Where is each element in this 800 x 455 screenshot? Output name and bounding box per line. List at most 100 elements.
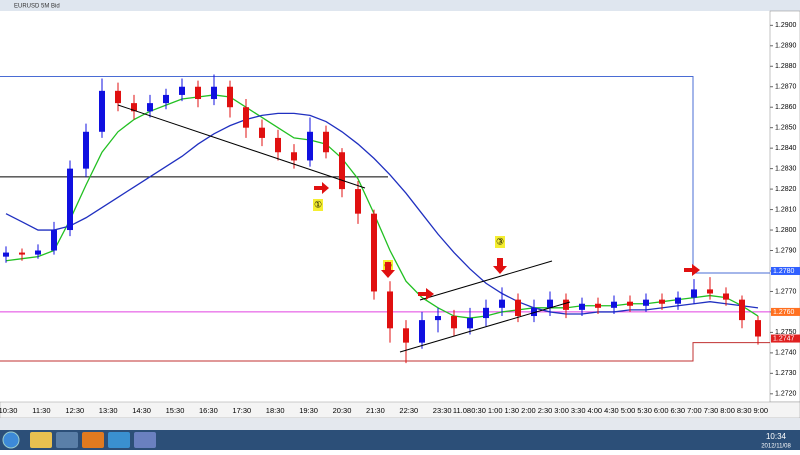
arrow-right: [684, 264, 700, 276]
candle-body: [595, 303, 601, 308]
arrow-right: [314, 182, 329, 194]
x-tick-label: 14:30: [132, 406, 151, 415]
clock-date: 2012/11/08: [761, 444, 791, 450]
candle-body: [243, 107, 249, 128]
arrow-down: [381, 262, 395, 278]
x-tick-label: 7:30: [704, 406, 719, 415]
candle-body: [563, 299, 569, 310]
candle-body: [323, 131, 329, 153]
arrow-down: [493, 258, 507, 274]
taskbar-icon[interactable]: [56, 432, 78, 448]
candle-body: [515, 299, 521, 317]
y-tick-label: 1.2810: [775, 206, 797, 213]
candle-body: [99, 90, 105, 132]
trend-line: [117, 104, 366, 189]
candle-body: [115, 90, 121, 104]
x-tick-label: 22:30: [399, 406, 418, 415]
x-tick-label: 2:00: [521, 406, 536, 415]
candle-body: [163, 94, 169, 104]
arrow-right: [418, 288, 434, 300]
price-marker-label: 1.2747: [773, 335, 795, 342]
candle-body: [387, 291, 393, 329]
x-tick-label: 7:00: [687, 406, 702, 415]
x-tick-label: 13:30: [99, 406, 118, 415]
candle-body: [627, 301, 633, 306]
x-tick-label: 17:30: [232, 406, 251, 415]
channel-lower: [399, 301, 571, 353]
candle-body: [147, 103, 153, 112]
x-tick-label: 4:00: [587, 406, 602, 415]
step-line: [0, 342, 770, 362]
candle-body: [371, 213, 377, 292]
candle-body: [723, 293, 729, 300]
x-tick-label: 1:00: [488, 406, 503, 415]
candle-body: [755, 320, 761, 337]
candle-body: [547, 299, 553, 308]
x-tick-label: 23:30: [433, 406, 452, 415]
y-tick-label: 1.2860: [775, 104, 797, 111]
y-tick-label: 1.2790: [775, 247, 797, 254]
y-tick-label: 1.2800: [775, 227, 797, 234]
x-tick-label: 19:30: [299, 406, 318, 415]
y-tick-label: 1.2890: [775, 43, 797, 50]
status-bar: [0, 418, 800, 430]
price-marker: [771, 307, 800, 316]
clock-time: 10:34: [766, 432, 787, 441]
candle-body: [227, 86, 233, 108]
x-tick-label: 0:30: [471, 406, 486, 415]
taskbar-icon[interactable]: [82, 432, 104, 448]
price-marker-label: 1.2780: [773, 268, 795, 275]
candle-body: [499, 299, 505, 308]
candle-body: [355, 189, 361, 214]
y-tick-label: 1.2720: [775, 391, 797, 398]
y-tick-label: 1.2770: [775, 288, 797, 295]
x-tick-label: 11:30: [32, 406, 50, 415]
x-tick-label: 5:00: [621, 406, 636, 415]
annotation: ③: [496, 236, 504, 246]
y-tick-label: 1.2880: [775, 63, 797, 70]
candle-body: [739, 299, 745, 321]
x-tick-label: 15:30: [166, 406, 185, 415]
y-tick-label: 1.2730: [775, 370, 797, 377]
candle-body: [579, 303, 585, 310]
candle-body: [435, 316, 441, 321]
x-tick-label: 16:30: [199, 406, 218, 415]
x-tick-label: 8:00: [720, 406, 735, 415]
candle-body: [339, 152, 345, 190]
candle-body: [643, 299, 649, 306]
candle-body: [707, 289, 713, 294]
candle-body: [403, 328, 409, 343]
price-marker: [771, 266, 800, 275]
candle-body: [291, 152, 297, 161]
annotation: ①: [314, 199, 322, 209]
annotation-box: [495, 236, 505, 248]
candle-body: [35, 250, 41, 255]
y-tick-label: 1.2830: [775, 165, 797, 172]
start-button[interactable]: [2, 431, 20, 449]
window-title-bar: [0, 0, 800, 11]
x-tick-label: 3:30: [571, 406, 586, 415]
x-tick-label: 20:30: [333, 406, 352, 415]
x-tick-label: 12:30: [65, 406, 84, 415]
step-line: [0, 76, 770, 274]
x-tick-label: 11.08: [453, 406, 471, 415]
candle-body: [67, 168, 73, 231]
window-title: EURUSD 5M Bid: [14, 4, 60, 10]
candle-body: [131, 103, 137, 112]
price-marker-label: 1.2760: [773, 309, 795, 316]
y-tick-label: 1.2870: [775, 84, 797, 91]
x-tick-label: 2:30: [538, 406, 553, 415]
annotation-box: [313, 199, 323, 211]
candle-body: [211, 86, 217, 100]
taskbar-icon[interactable]: [108, 432, 130, 448]
taskbar-icon[interactable]: [134, 432, 156, 448]
candle-body: [19, 252, 25, 255]
channel-upper: [419, 260, 553, 301]
candle-body: [83, 131, 89, 169]
x-tick-label: 4:30: [604, 406, 619, 415]
taskbar-icon[interactable]: [30, 432, 52, 448]
candle-body: [51, 230, 57, 251]
moving-average: [5, 112, 759, 315]
y-tick-label: 1.2840: [775, 145, 797, 152]
